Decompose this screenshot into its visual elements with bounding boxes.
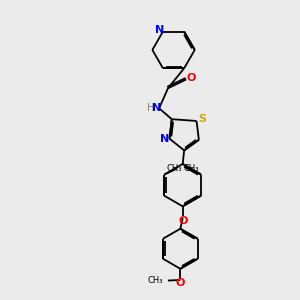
Text: S: S <box>198 114 206 124</box>
Text: CH₃: CH₃ <box>167 164 182 172</box>
Text: O: O <box>176 278 185 288</box>
Text: H: H <box>147 103 155 113</box>
Text: O: O <box>178 216 188 226</box>
Text: N: N <box>152 103 161 113</box>
Text: CH₃: CH₃ <box>147 276 163 285</box>
Text: CH₃: CH₃ <box>183 164 199 172</box>
Text: O: O <box>187 73 196 83</box>
Text: N: N <box>155 26 164 35</box>
Text: N: N <box>160 134 169 144</box>
